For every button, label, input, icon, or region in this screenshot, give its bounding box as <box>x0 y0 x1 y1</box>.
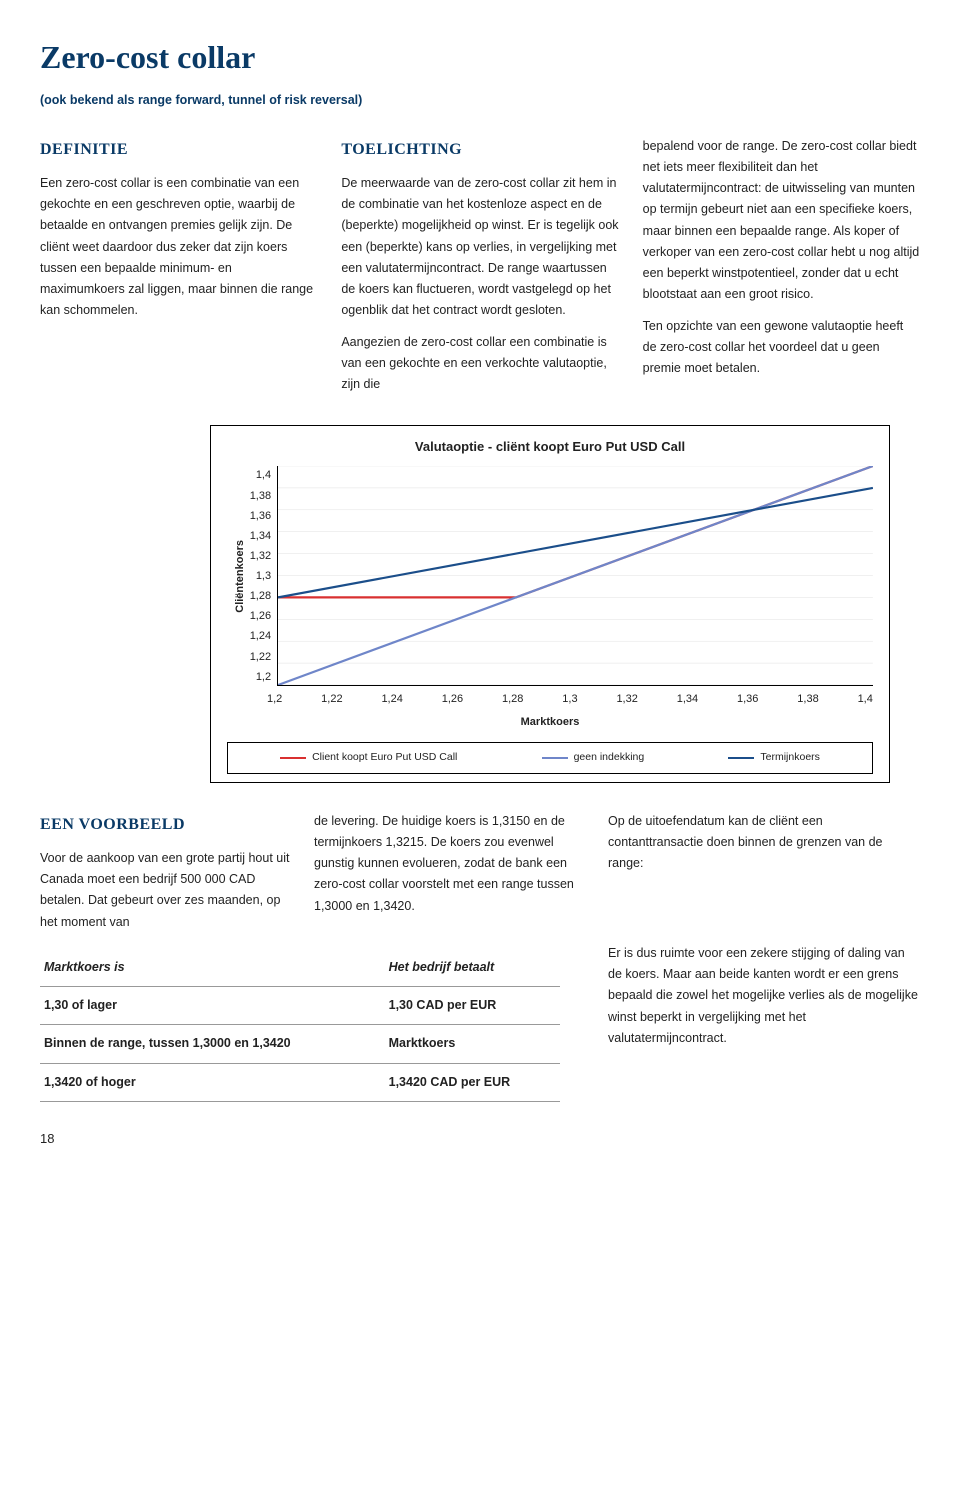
voorbeeld-p2: de levering. De huidige koers is 1,3150 … <box>314 811 584 917</box>
toelichting-p2: Aangezien de zero-cost collar een combin… <box>341 332 618 396</box>
table-header-0: Marktkoers is <box>40 949 385 987</box>
xtick: 1,38 <box>797 690 818 709</box>
ytick: 1,38 <box>250 487 271 506</box>
table-cell: Binnen de range, tussen 1,3000 en 1,3420 <box>40 1025 385 1063</box>
voorbeeld-p1: Voor de aankoop van een grote partij hou… <box>40 848 290 933</box>
xtick: 1,32 <box>616 690 637 709</box>
example-table: Marktkoers is Het bedrijf betaalt 1,30 o… <box>40 949 560 1102</box>
table-row: 1,3420 of hoger1,3420 CAD per EUR <box>40 1063 560 1101</box>
legend-item: Client koopt Euro Put USD Call <box>280 749 457 767</box>
ytick: 1,36 <box>250 507 271 526</box>
xtick: 1,2 <box>267 690 282 709</box>
heading-toelichting: TOELICHTING <box>341 136 618 163</box>
table-cell: 1,30 CAD per EUR <box>385 987 560 1025</box>
xtick: 1,24 <box>381 690 402 709</box>
legend-item: Termijnkoers <box>728 749 820 767</box>
ytick: 1,34 <box>250 527 271 546</box>
voorbeeld-p3: Op de uitoefendatum kan de cliënt een co… <box>608 811 920 875</box>
legend-swatch <box>280 757 306 759</box>
chart-container: Valutaoptie - cliënt koopt Euro Put USD … <box>210 425 890 782</box>
right-p1: bepalend voor de range. De zero-cost col… <box>643 136 920 306</box>
ytick: 1,26 <box>250 607 271 626</box>
ytick: 1,2 <box>250 668 271 687</box>
example-columns: EEN VOORBEELD Voor de aankoop van een gr… <box>40 811 920 933</box>
table-header-1: Het bedrijf betaalt <box>385 949 560 987</box>
ytick: 1,32 <box>250 547 271 566</box>
ytick: 1,22 <box>250 648 271 667</box>
ytick: 1,4 <box>250 466 271 485</box>
legend-label: Termijnkoers <box>760 749 820 767</box>
legend-label: geen indekking <box>574 749 645 767</box>
legend-swatch <box>728 757 754 759</box>
col-voorbeeld-left: EEN VOORBEELD Voor de aankoop van een gr… <box>40 811 290 933</box>
table-cell: Marktkoers <box>385 1025 560 1063</box>
definitie-body: Een zero-cost collar is een combinatie v… <box>40 173 317 322</box>
table-row: 1,30 of lager1,30 CAD per EUR <box>40 987 560 1025</box>
heading-voorbeeld: EEN VOORBEELD <box>40 811 290 838</box>
xtick: 1,3 <box>562 690 577 709</box>
right-p2: Ten opzichte van een gewone valutaoptie … <box>643 316 920 380</box>
col-voorbeeld-mid: de levering. De huidige koers is 1,3150 … <box>314 811 584 933</box>
xtick: 1,36 <box>737 690 758 709</box>
legend-item: geen indekking <box>542 749 645 767</box>
ytick: 1,28 <box>250 587 271 606</box>
legend-swatch <box>542 757 568 759</box>
ytick: 1,24 <box>250 627 271 646</box>
page-number: 18 <box>40 1128 920 1150</box>
table-section: Marktkoers is Het bedrijf betaalt 1,30 o… <box>40 943 920 1102</box>
table-cell: 1,30 of lager <box>40 987 385 1025</box>
legend-label: Client koopt Euro Put USD Call <box>312 749 457 767</box>
intro-columns: DEFINITIE Een zero-cost collar is een co… <box>40 136 920 406</box>
col-right: bepalend voor de range. De zero-cost col… <box>643 136 920 406</box>
col-definitie: DEFINITIE Een zero-cost collar is een co… <box>40 136 317 406</box>
table-cell: 1,3420 CAD per EUR <box>385 1063 560 1101</box>
xtick: 1,22 <box>321 690 342 709</box>
heading-definitie: DEFINITIE <box>40 136 317 163</box>
chart-plot <box>277 466 873 686</box>
ytick: 1,3 <box>250 567 271 586</box>
chart-yticks: 1,4 1,381,361,341,321,31,281,261,24 1,221,… <box>250 466 277 686</box>
chart-legend: Client koopt Euro Put USD Call geen indek… <box>227 742 873 774</box>
page-title: Zero-cost collar <box>40 30 920 84</box>
chart-xlabel: Marktkoers <box>227 713 873 732</box>
chart-ylabel: Cliëntenkoers <box>227 540 250 613</box>
voorbeeld-p4: Er is dus ruimte voor een zekere stijgin… <box>608 943 920 1049</box>
xtick: 1,4 <box>858 690 873 709</box>
table-cell: 1,3420 of hoger <box>40 1063 385 1101</box>
chart-xticks: 1,2 1,22 1,24 1,26 1,28 1,3 1,32 1,34 1,36 1,38 1,… <box>267 690 873 709</box>
toelichting-p1: De meerwaarde van de zero-cost collar zi… <box>341 173 618 322</box>
chart-title: Valutaoptie - cliënt koopt Euro Put USD … <box>227 436 873 458</box>
col-toelichting: TOELICHTING De meerwaarde van de zero-co… <box>341 136 618 406</box>
xtick: 1,26 <box>442 690 463 709</box>
xtick: 1,34 <box>677 690 698 709</box>
table-row: Binnen de range, tussen 1,3000 en 1,3420… <box>40 1025 560 1063</box>
xtick: 1,28 <box>502 690 523 709</box>
page-subtitle: (ook bekend als range forward, tunnel of… <box>40 90 920 111</box>
col-voorbeeld-right: Op de uitoefendatum kan de cliënt een co… <box>608 811 920 933</box>
